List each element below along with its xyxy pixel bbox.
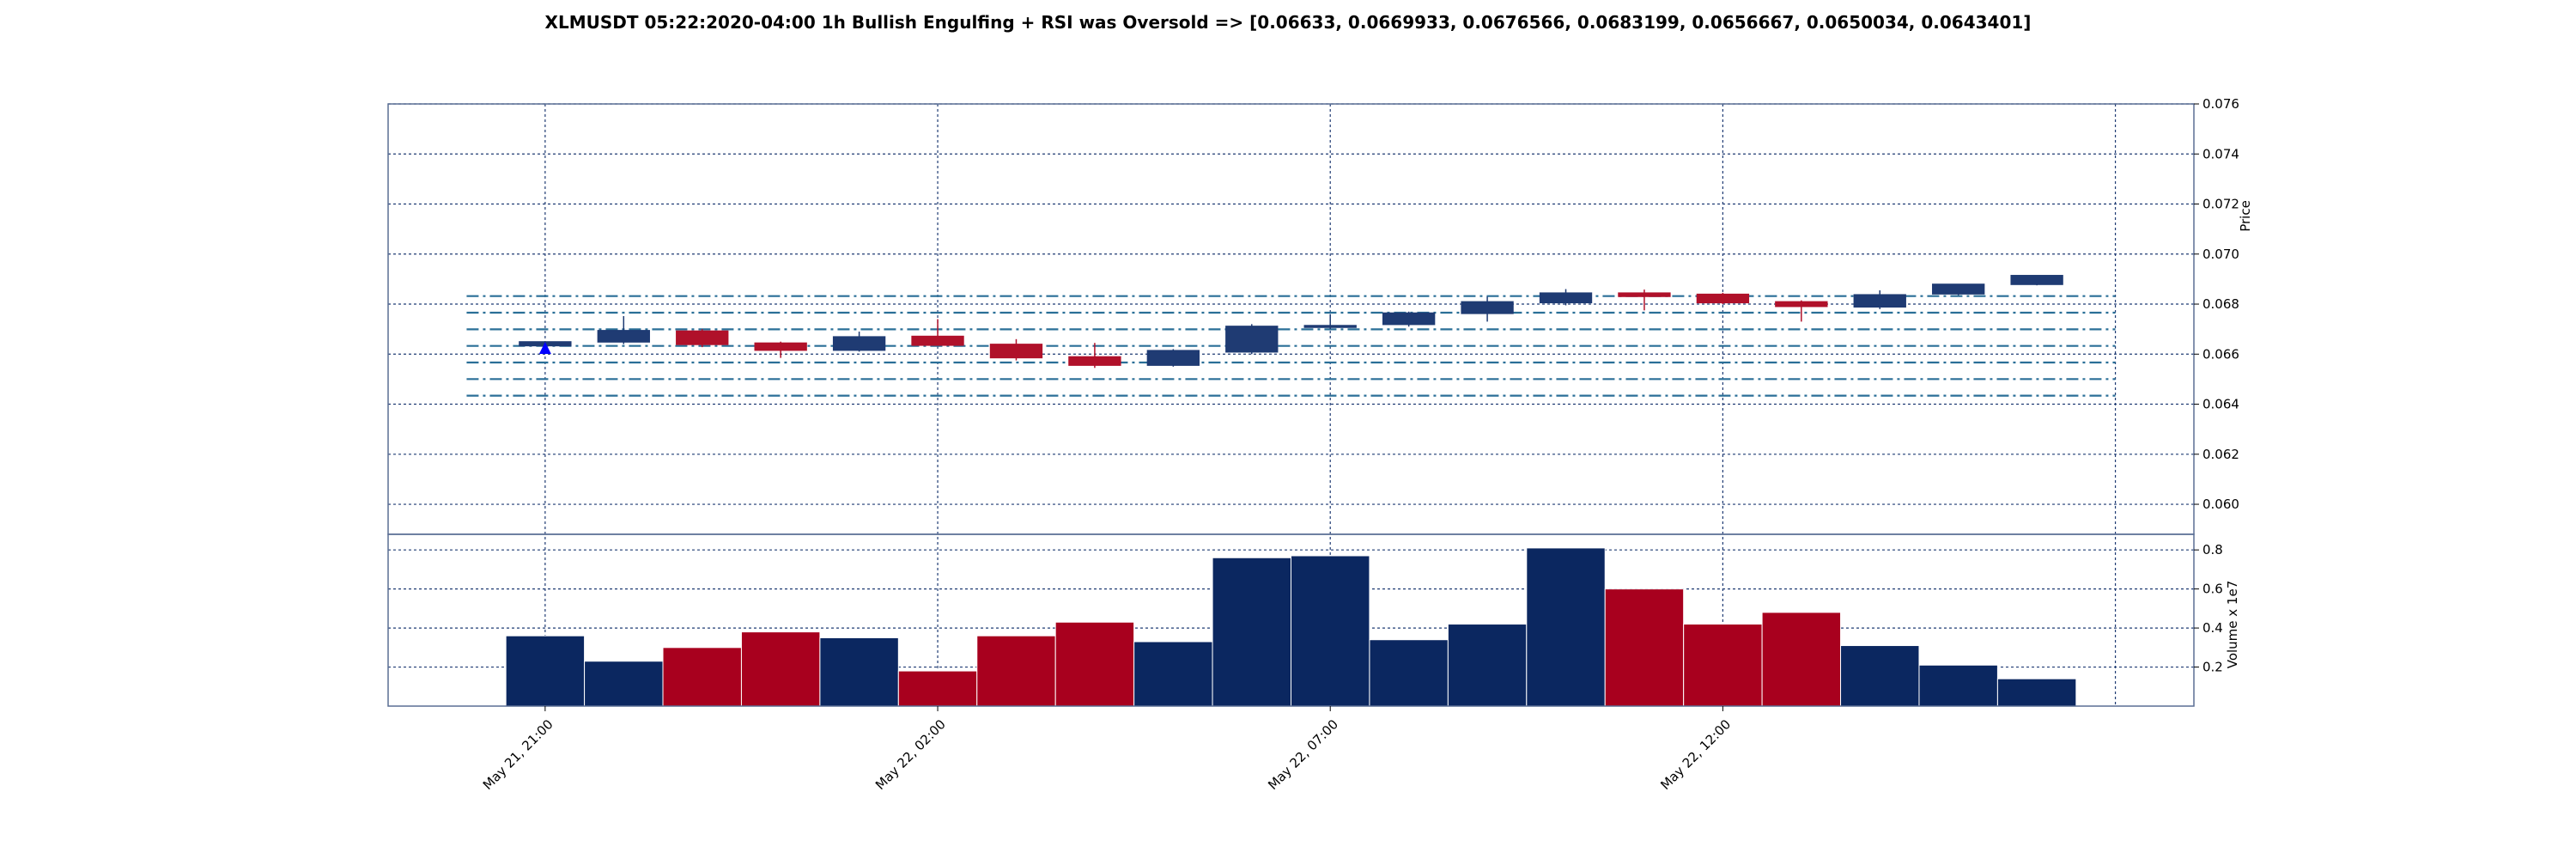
volume-bar xyxy=(1683,624,1763,707)
volume-bar xyxy=(1133,641,1213,707)
chart-title: XLMUSDT 05:22:2020-04:00 1h Bullish Engu… xyxy=(545,12,2032,33)
candle-body xyxy=(832,336,886,351)
volume-tick-label: 0.6 xyxy=(2202,582,2223,597)
candle-body xyxy=(1068,356,1121,366)
volume-bar xyxy=(897,670,978,707)
price-axis-label: Price xyxy=(2238,200,2253,232)
bullish-signal-marker xyxy=(538,341,551,354)
price-tick-label: 0.074 xyxy=(2202,146,2239,161)
volume-bar xyxy=(819,637,899,707)
candle-body xyxy=(1932,283,1985,295)
candle-body xyxy=(754,342,807,351)
volume-bar xyxy=(1840,645,1920,707)
price-tick-label: 0.072 xyxy=(2202,197,2239,212)
candle-body xyxy=(1146,350,1200,366)
price-tick-label: 0.060 xyxy=(2202,497,2239,512)
candle-body xyxy=(1775,301,1828,308)
candle-body xyxy=(1696,293,1750,304)
candle-body xyxy=(1303,325,1357,328)
candle-body xyxy=(1853,294,1906,308)
volume-bar xyxy=(1447,624,1528,707)
price-tick-label: 0.070 xyxy=(2202,247,2239,262)
volume-bar xyxy=(1604,588,1685,707)
candle-body xyxy=(1382,312,1436,326)
volume-tick-label: 0.8 xyxy=(2202,542,2223,557)
volume-bar xyxy=(1996,678,2077,707)
volume-bar xyxy=(584,661,664,707)
price-tick-label: 0.068 xyxy=(2202,296,2239,312)
price-tick-label: 0.076 xyxy=(2202,96,2239,112)
volume-bar xyxy=(1526,547,1606,707)
volume-bar xyxy=(976,635,1056,707)
volume-axis-label: Volume x 1e7 xyxy=(2225,581,2240,669)
volume-bar xyxy=(1918,664,1998,707)
volume-bar xyxy=(1212,557,1291,707)
volume-bar xyxy=(1761,612,1842,707)
volume-bar xyxy=(505,635,586,707)
volume-panel-frame xyxy=(387,533,2195,707)
price-tick-label: 0.066 xyxy=(2202,346,2239,362)
candles xyxy=(519,275,2063,369)
price-tick-label: 0.062 xyxy=(2202,447,2239,462)
volume-bar xyxy=(1054,621,1135,707)
volume-bars xyxy=(505,547,2077,707)
x-grid xyxy=(544,104,2117,706)
candle-body xyxy=(1461,301,1514,314)
candle-body xyxy=(1225,326,1279,353)
candle-body xyxy=(911,335,964,346)
candle-body xyxy=(2010,275,2063,285)
volume-bar xyxy=(662,647,742,707)
volume-bar xyxy=(1291,555,1370,707)
candle-body xyxy=(1539,292,1593,304)
volume-tick-label: 0.2 xyxy=(2202,660,2223,675)
axes-frames xyxy=(387,103,2195,707)
volume-bar xyxy=(1369,639,1449,707)
candle-body xyxy=(989,344,1043,359)
volume-bar xyxy=(740,631,821,707)
candle-body xyxy=(597,330,650,343)
price-axis-ticks: 0.060 0.062 0.064 0.066 0.068 0.070 0.072 0.074… xyxy=(2194,96,2239,512)
price-tick-label: 0.064 xyxy=(2202,397,2239,412)
candle-body xyxy=(676,330,729,345)
signal-markers xyxy=(538,341,551,354)
volume-tick-label: 0.4 xyxy=(2202,620,2223,636)
candle-body xyxy=(1618,292,1671,297)
level-lines xyxy=(466,295,2116,397)
volume-axis-ticks: 0.2 0.4 0.6 0.8 xyxy=(2194,542,2223,675)
